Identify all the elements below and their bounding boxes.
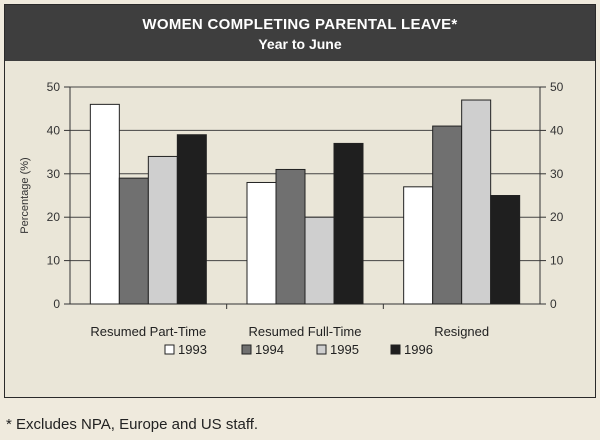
y-tick-label-left: 10 — [47, 254, 61, 268]
legend-label-1996: 1996 — [404, 342, 433, 357]
chart-figure: WOMEN COMPLETING PARENTAL LEAVE* Year to… — [4, 4, 596, 398]
category-label: Resumed Part-Time — [90, 324, 206, 339]
legend-swatch-1994 — [241, 344, 252, 355]
bar-1995-1 — [304, 216, 335, 305]
bar-1995-0 — [147, 155, 178, 305]
legend-swatch-1996 — [390, 344, 401, 355]
y-tick-label-left: 0 — [53, 297, 60, 311]
y-tick-label-left: 30 — [47, 167, 61, 181]
legend-swatch-1995 — [316, 344, 327, 355]
chart-title: WOMEN COMPLETING PARENTAL LEAVE* — [142, 16, 458, 33]
legend-swatch-1993 — [164, 344, 175, 355]
y-tick-label-right: 0 — [550, 297, 557, 311]
bar-1994-2 — [432, 125, 463, 305]
bar-1994-0 — [118, 177, 149, 305]
chart-subtitle: Year to June — [258, 36, 342, 52]
legend-label-1993: 1993 — [178, 342, 207, 357]
y-tick-label-right: 50 — [550, 80, 564, 94]
category-label: Resigned — [434, 324, 489, 339]
bar-1996-0 — [176, 134, 207, 305]
bar-1993-0 — [89, 103, 120, 305]
bar-1996-1 — [333, 142, 364, 305]
y-tick-label-right: 20 — [550, 210, 564, 224]
y-tick-label-right: 40 — [550, 123, 564, 137]
y-tick-label-right: 10 — [550, 254, 564, 268]
y-axis-label: Percentage (%) — [19, 157, 31, 233]
legend-label-1994: 1994 — [255, 342, 284, 357]
bar-1996-2 — [490, 195, 521, 305]
title-band: WOMEN COMPLETING PARENTAL LEAVE* Year to… — [5, 5, 595, 61]
bar-1995-2 — [461, 99, 492, 305]
y-tick-label-left: 20 — [47, 210, 61, 224]
y-tick-label-right: 30 — [550, 167, 564, 181]
bar-1993-1 — [246, 181, 277, 305]
bar-1993-2 — [403, 186, 434, 305]
y-tick-label-left: 50 — [47, 80, 61, 94]
y-tick-label-left: 40 — [47, 123, 61, 137]
category-label: Resumed Full-Time — [249, 324, 362, 339]
footnote: * Excludes NPA, Europe and US staff. — [6, 416, 259, 433]
legend-label-1995: 1995 — [330, 342, 359, 357]
bar-chart: 0 0 10 10 20 20 30 30 40 40 50 50 Percentage (%) Resu… — [19, 80, 564, 357]
bar-1994-1 — [275, 168, 306, 305]
